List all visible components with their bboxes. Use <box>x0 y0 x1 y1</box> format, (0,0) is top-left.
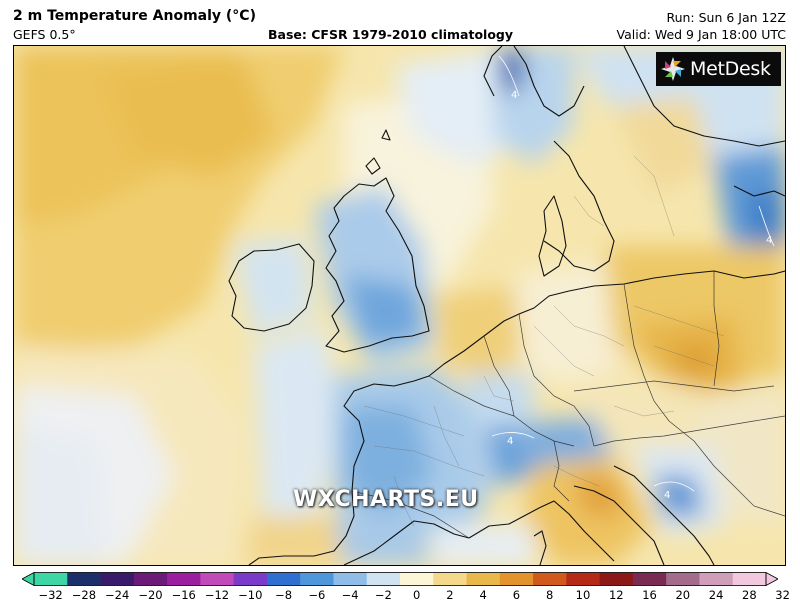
colorbar-tick-label: 10 <box>575 588 591 602</box>
colorbar-tick-label: −4 <box>341 588 359 602</box>
colorbar-tick-label: 32 <box>775 588 790 602</box>
run-time-label: Run: Sun 6 Jan 12Z <box>666 10 786 25</box>
colorbar-segment <box>499 572 534 586</box>
colorbar-segment <box>466 572 501 586</box>
colorbar-segment <box>300 572 334 586</box>
colorbar-ticks: −32 −28 −24 −20 −16 −12 −10 −8 −6 −4 −2 0 2 4 6 8 10 12 16… <box>0 588 800 606</box>
contour-label: 4 <box>507 436 513 447</box>
colorbar-segment <box>433 572 467 586</box>
colorbar-segment <box>266 572 301 586</box>
colorbar-segment <box>167 572 201 586</box>
colorbar-tick-label: −8 <box>275 588 293 602</box>
colorbar-tick-label: −20 <box>138 588 163 602</box>
colorbar-tick-label: 6 <box>512 588 521 602</box>
region-borders <box>363 155 725 527</box>
colorbar-segment <box>699 572 734 586</box>
colorbar-segment <box>732 572 767 586</box>
chart-title: 2 m Temperature Anomaly (°C) <box>13 8 256 24</box>
colorbar-tick-label: −24 <box>105 588 130 602</box>
model-label: GEFS 0.5° <box>13 27 76 42</box>
colorbar-segment <box>34 572 68 586</box>
colorbar-tick-label: 4 <box>479 588 487 602</box>
contour-labels: 4 4 4 4 <box>491 55 775 501</box>
anomaly-field-shading <box>14 46 785 565</box>
colorbar-segment <box>666 572 700 586</box>
colorbar-segment <box>333 572 368 586</box>
metdesk-logo-icon <box>661 57 685 81</box>
colorbar <box>22 572 778 586</box>
colorbar-tick-label: −32 <box>38 588 63 602</box>
colorbar-tick-label: 28 <box>742 588 757 602</box>
colorbar-tick-label: −28 <box>71 588 97 602</box>
colorbar-segment <box>533 572 567 586</box>
colorbar-segment <box>133 572 168 586</box>
colorbar-segment <box>366 572 401 586</box>
colorbar-tick-label: 2 <box>446 588 454 602</box>
colorbar-tick-label: −10 <box>238 588 263 602</box>
colorbar-min-arrow <box>22 572 35 586</box>
map-canvas: 4 4 4 4 <box>14 46 785 565</box>
wxcharts-watermark: WXCHARTS.EU <box>293 487 479 512</box>
colorbar-tick-label: 24 <box>708 588 724 602</box>
colorbar-tick-label: 8 <box>546 588 554 602</box>
colorbar-tick-label: −12 <box>204 588 230 602</box>
colorbar-tick-label: 20 <box>675 588 691 602</box>
colorbar-segment <box>200 572 235 586</box>
contour-label: 4 <box>511 90 517 101</box>
colorbar-tick-label: 16 <box>642 588 657 602</box>
colorbar-segment <box>599 572 634 586</box>
colorbar-tick-label: 0 <box>412 588 421 602</box>
colorbar-segment <box>233 572 268 586</box>
colorbar-segment <box>100 572 135 586</box>
metdesk-logo: MetDesk <box>656 52 781 86</box>
valid-time-label: Valid: Wed 9 Jan 18:00 UTC <box>616 27 786 42</box>
coastlines <box>228 46 785 565</box>
colorbar-tick-label: −2 <box>374 588 392 602</box>
colorbar-tick-label: −16 <box>171 588 196 602</box>
colorbar-tick-label: −6 <box>308 588 326 602</box>
base-climatology-label: Base: CFSR 1979-2010 climatology <box>268 27 514 42</box>
metdesk-logo-text: MetDesk <box>690 58 771 80</box>
colorbar-segment <box>67 572 101 586</box>
contour-label: 4 <box>664 490 670 501</box>
colorbar-segment <box>632 572 667 586</box>
colorbar-segment <box>400 572 434 586</box>
colorbar-segment <box>566 572 601 586</box>
temperature-anomaly-map: 4 4 4 4 MetDesk WXCHARTS.EU <box>13 45 786 566</box>
country-borders <box>351 271 785 539</box>
colorbar-tick-label: 12 <box>608 588 624 602</box>
colorbar-max-arrow <box>765 572 778 586</box>
contour-label: 4 <box>766 235 772 246</box>
